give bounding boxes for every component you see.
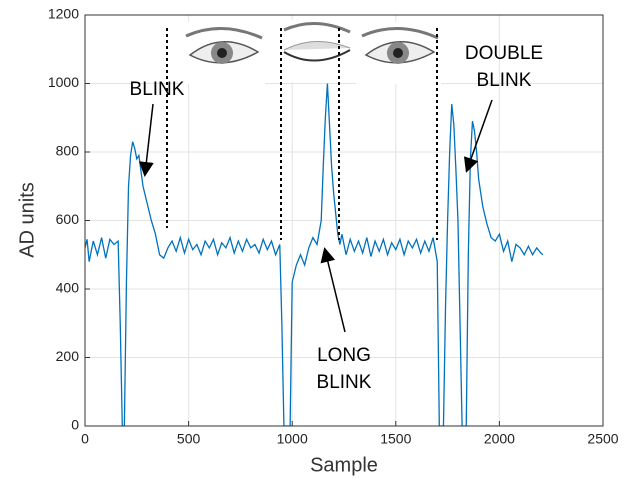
x-axis-label: Sample [310, 454, 378, 476]
y-tick-label: 800 [56, 143, 80, 159]
x-tick-label: 2500 [587, 431, 618, 447]
annotation: DOUBLE [465, 43, 543, 64]
y-axis-label: AD units [16, 182, 38, 258]
separators [166, 28, 438, 240]
x-tick-label: 1000 [277, 431, 308, 447]
annotation: BLINK [477, 70, 532, 91]
line [85, 83, 544, 426]
arrows [138, 99, 493, 333]
y-tick-label: 200 [56, 348, 80, 364]
x-tick-label: 0 [81, 431, 89, 447]
annotation: BLINK [130, 79, 185, 100]
x-tick-label: 1500 [380, 431, 411, 447]
y-tick-label: 400 [56, 280, 80, 296]
y-tick-label: 1200 [48, 6, 79, 22]
x-tick-label: 500 [177, 431, 201, 447]
y-tick-label: 1000 [48, 74, 79, 90]
annotation: BLINK [317, 372, 372, 393]
eye-open [356, 22, 441, 84]
y-tick-label: 600 [56, 211, 80, 227]
x-tick-label: 2000 [484, 431, 515, 447]
y-tick-label: 0 [71, 417, 79, 433]
annotation: LONG [317, 345, 371, 366]
eye-closed [278, 20, 356, 82]
series [85, 83, 544, 426]
eye-open [180, 22, 265, 84]
